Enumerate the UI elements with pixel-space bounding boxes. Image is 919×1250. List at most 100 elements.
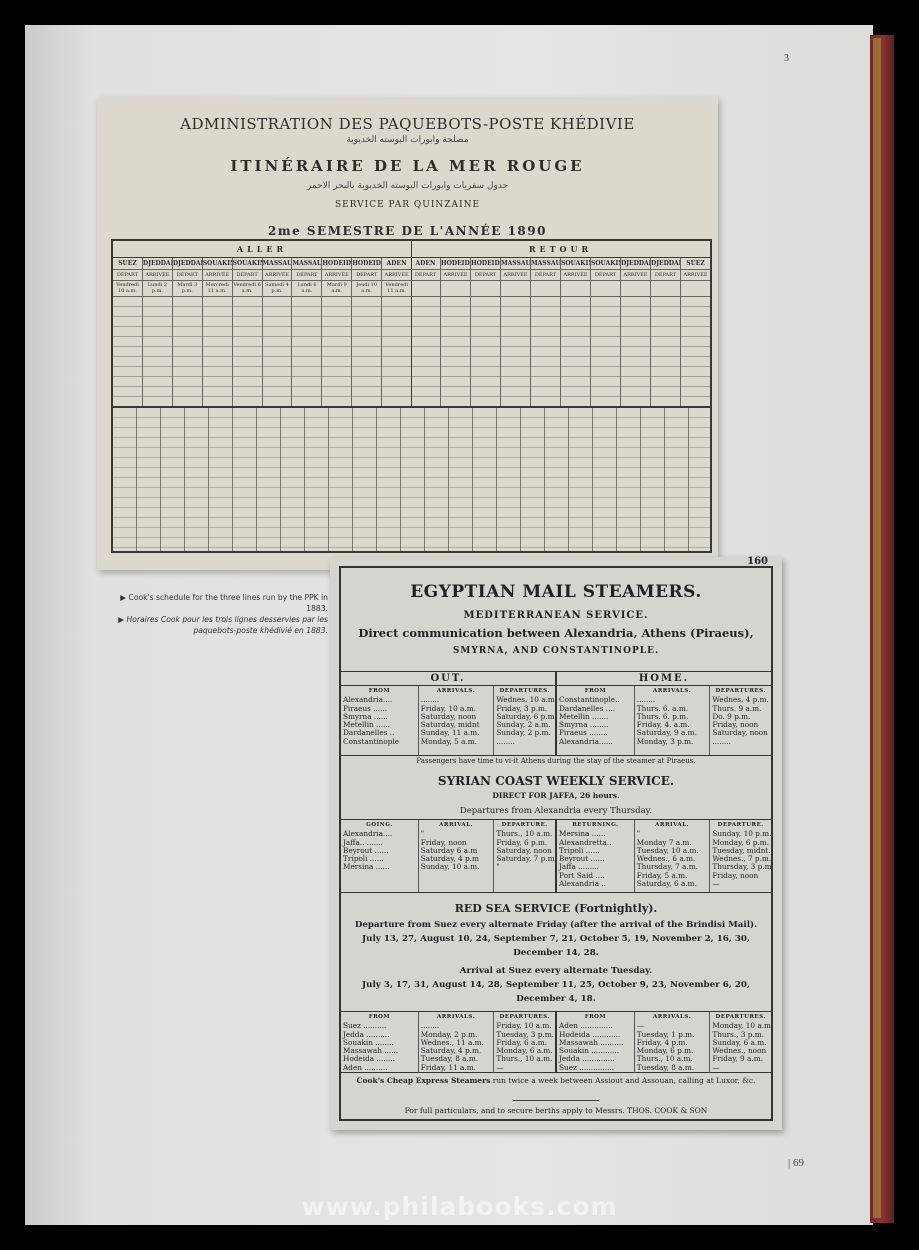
departures-cell: Wednes., 7 p.m. xyxy=(712,854,771,864)
departures-cell: — xyxy=(496,1062,504,1072)
arrivals-cell: Thurs., 10 a.m. xyxy=(636,1054,693,1064)
column-header: ARRIVAL. xyxy=(655,822,689,828)
from-cell: Constantinople xyxy=(343,736,400,746)
column-header: FROM xyxy=(368,688,391,694)
from-cell: Hodeida ........ xyxy=(343,1054,395,1064)
caption-en: ▶ Cook's schedule for the three lines ru… xyxy=(120,593,328,613)
station-sub: DÉPART xyxy=(172,270,202,281)
arrivals-cell: " xyxy=(420,829,425,839)
med-line: SMYRNA, AND CONSTANTINOPLE. xyxy=(452,646,660,656)
departures-cell: Monday, 6 a.m. xyxy=(496,1046,553,1056)
schedule-title: EGYPTIAN MAIL STEAMERS. xyxy=(410,582,702,602)
from-cell: Tripoli ...... xyxy=(343,854,384,864)
station-sub: ARRIVÉE xyxy=(202,270,232,281)
page-number-bottom: | 69 xyxy=(788,1157,804,1169)
arrivals-cell: Saturday, noon xyxy=(420,711,477,721)
station-day xyxy=(411,281,440,297)
departures-cell: Friday, 6 p.m. xyxy=(496,837,548,847)
station-column: DJEDDAHDÉPART xyxy=(651,258,681,406)
red-sea-table: FROM Suez .......... Jedda .......... Souak… xyxy=(341,1011,771,1074)
column-arrivals: ARRIVALS......... Friday, 10 a.m. Saturday… xyxy=(419,686,495,755)
column-departures: DEPARTURES. Monday, 10 a.m. Thurs., 3 p.m.… xyxy=(710,1012,771,1073)
from-cell: Jaffa ......... xyxy=(559,862,600,872)
date-rows xyxy=(172,297,202,406)
date-rows xyxy=(322,297,352,406)
station-sub: ARRIVÉE xyxy=(142,270,172,281)
departures-cell: Tuesday, 3 p.m. xyxy=(496,1029,554,1039)
watermark: www.philabooks.com xyxy=(301,1192,618,1221)
departures-cell: Sunday, 10 p.m. xyxy=(712,829,771,839)
from-cell: Mersina ...... xyxy=(343,862,390,872)
arrivals-cell: ........ xyxy=(420,695,440,705)
departures-cell: Wednes. 10 a.m. xyxy=(496,695,555,705)
arrivals-cell: Friday, noon xyxy=(420,837,467,847)
station-day xyxy=(441,281,470,297)
arrivals-cell: Friday, 11 a.m. xyxy=(420,1062,476,1072)
station-column: SOUAKIN ARRIVÉE Mercredi 11 a.m. xyxy=(202,258,233,406)
red-line: July 3, 17, 31, August 14, 28, September… xyxy=(362,980,750,990)
station-sub: ARRIVÉE xyxy=(501,270,530,281)
station-column: ADEN ARRIVÉE Vendredi 11 a.m. xyxy=(382,258,412,406)
departures-cell: Monday, 6 p.m. xyxy=(712,837,769,847)
date-rows xyxy=(382,297,412,406)
date-rows xyxy=(202,297,232,406)
station-name: HODEIDAH xyxy=(471,258,500,270)
departures-cell: Saturday, noon xyxy=(496,845,552,855)
column-arrivals: ARRIVAL. " Monday 7 a.m. Tuesday, 10 a.m. We… xyxy=(635,820,711,892)
syrian-sub: DIRECT FOR JAFFA, 26 hours. xyxy=(492,791,620,800)
column-header: ARRIVALS. xyxy=(436,1014,476,1020)
columns: FROM Suez .......... Jedda .......... Souak… xyxy=(341,1012,555,1074)
arrivals-cell: Tuesday, 8 a.m. xyxy=(636,1062,695,1072)
station-column: SUEZ DÉPART Vendredi 10 a.m. xyxy=(113,258,143,406)
station-name: HODEIDAH xyxy=(322,258,351,270)
station-sub: DÉPART xyxy=(411,270,440,281)
table-side-out: FROM Suez .......... Jedda .......... Souak… xyxy=(341,1012,555,1074)
station-name: HODEIDAH xyxy=(441,258,470,270)
departures-cell: Friday, noon xyxy=(712,870,759,880)
station-column: MASSAUADÉPARTLundi 6 a.m. xyxy=(292,258,323,406)
from-cell: Alexandria.... xyxy=(343,829,393,839)
station-day xyxy=(471,281,500,297)
column-departures: DEPARTURE. Thurs., 10 a.m. Friday, 6 p.m. S… xyxy=(494,820,555,892)
station-day: Lundi 6 a.m. xyxy=(292,281,322,297)
column-header: DEPARTURES. xyxy=(499,1014,550,1020)
column-header: FROM xyxy=(368,1014,391,1020)
station-day: Vendredi 11 a.m. xyxy=(382,281,412,297)
departures-cell: Do. 9 p.m. xyxy=(712,711,751,721)
station-sub: DÉPART xyxy=(352,270,382,281)
arrivals-cell: Saturday, 6 a.m. xyxy=(636,879,697,889)
doc-semester: 2me SEMESTRE DE L'ANNÉE 1890 xyxy=(268,224,547,238)
retour-section: RETOUR ADENDÉPARTHODEIDAHARRIVÉEHODEIDAH… xyxy=(411,241,710,406)
departures-cell: Thurs., 10 a.m. xyxy=(496,1054,553,1064)
column-header: FROM xyxy=(584,1014,607,1020)
arrivals-cell: Saturday, midnt xyxy=(420,720,480,730)
station-name: DJEDDAH xyxy=(651,258,680,270)
from-cell: Alexandretta.. xyxy=(559,837,612,847)
arrivals-cell: Saturday, 9 a.m. xyxy=(636,728,697,738)
date-rows xyxy=(262,297,292,406)
station-sub: ARRIVÉE xyxy=(322,270,352,281)
station-sub: DÉPART xyxy=(651,270,680,281)
from-cell: Jedda .......... xyxy=(343,1029,390,1039)
column-from: FROM Suez .......... Jedda .......... Souak… xyxy=(341,1012,419,1074)
column-from: GOING. Alexandria.... Jaffa.. ....... Beyro… xyxy=(341,820,419,892)
station-day: Jeudi 10 a.m. xyxy=(352,281,382,297)
station-name: SOUAKIN xyxy=(232,258,262,270)
column-header: DEPARTURES. xyxy=(715,1014,766,1020)
column-from: FROM Constantinople.. Dardanelles .... Mete… xyxy=(557,686,635,755)
syrian-heading: SYRIAN COAST WEEKLY SERVICE. xyxy=(437,774,675,788)
column-departures: DEPARTURES. Wednes. 10 a.m. Friday, 3 p.m.… xyxy=(494,686,555,755)
station-column: SOUAKIN ARRIVÉE xyxy=(561,258,591,406)
station-name: ADEN xyxy=(382,258,412,270)
from-cell: Alexandria...... xyxy=(559,736,613,746)
station-day xyxy=(501,281,530,297)
station-column: SOUAKIN DÉPART xyxy=(591,258,621,406)
station-column: MASSAUAARRIVÉESamedi 4 p.m. xyxy=(262,258,293,406)
arrivals-cell: Monday, 6 p.m. xyxy=(636,1046,694,1056)
station-name: SOUAKIN xyxy=(591,258,620,270)
side-heading: HOME. xyxy=(557,672,771,686)
